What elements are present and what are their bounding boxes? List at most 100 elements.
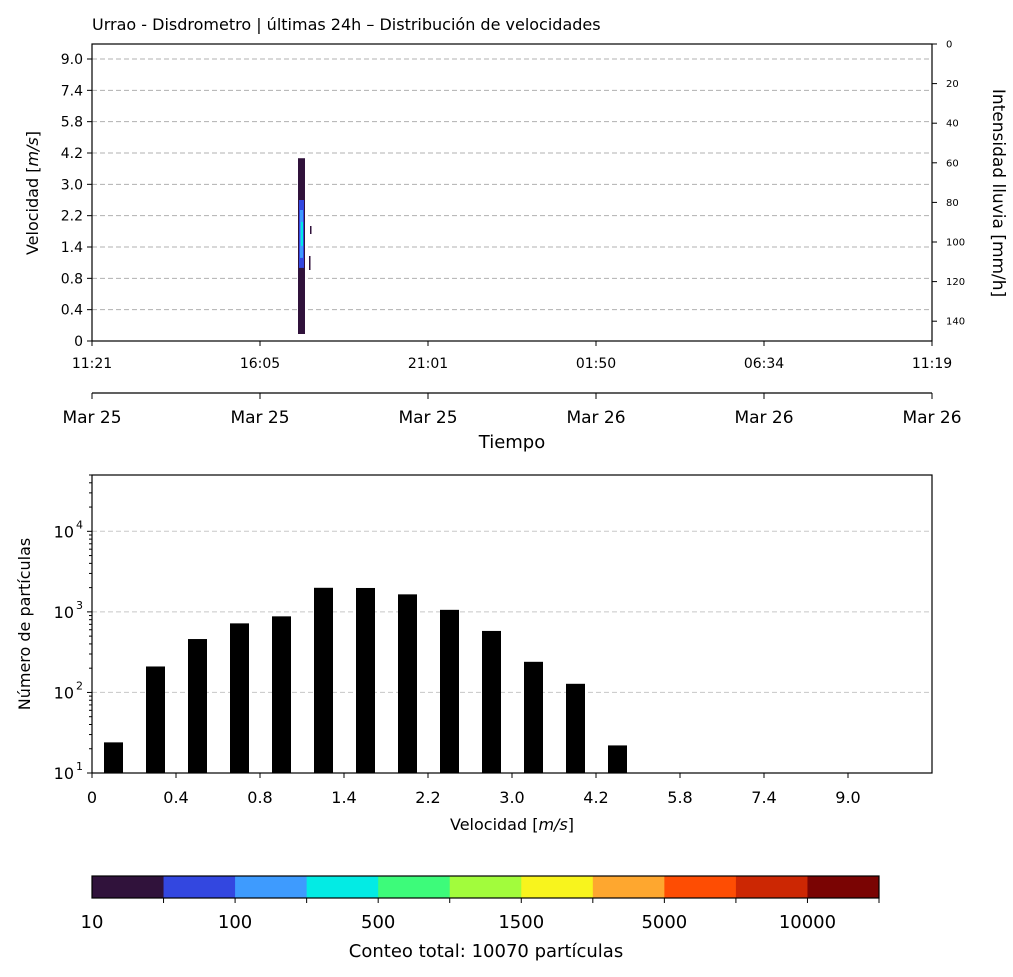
histogram-bar (608, 745, 627, 773)
velocity-axis-ticks: 0 0.4 0.8 1.4 2.2 3.0 4.2 5.8 7.4 9.0 (61, 52, 92, 350)
rain-intensity-tick-label: 120 (946, 277, 965, 288)
velocity-tick-label: 9.0 (61, 52, 83, 68)
velocity-bin-tick-label: 0 (87, 788, 97, 807)
colorbar-cell (593, 876, 665, 898)
velocity-tick-label: 0 (74, 334, 83, 350)
rain-intensity-tick-label: 60 (946, 158, 959, 169)
rain-intensity-axis-ticks: 0 20 40 60 80 100 120 140 (932, 40, 965, 328)
velocity-tick-label: 1.4 (61, 240, 83, 256)
colorbar-cell (521, 876, 593, 898)
time-tick-label: 06:34 (744, 356, 784, 372)
colorbar-cell (807, 876, 879, 898)
histogram-plot-frame (92, 475, 932, 773)
histogram-bar (524, 662, 543, 773)
colorbar-cell (450, 876, 522, 898)
time-tick-label: 01:50 (576, 356, 616, 372)
particle-count-axis-label: Número de partículas (15, 538, 34, 711)
histogram-bar (146, 666, 165, 773)
velocity-tick-label: 4.2 (61, 146, 83, 162)
colorbar-cell (378, 876, 450, 898)
particle-count-tick-label: 10 (54, 764, 74, 783)
colorbar-cell (92, 876, 164, 898)
particle-count-tick-exponent: 1 (76, 760, 83, 773)
time-tick-label: 11:19 (912, 356, 952, 372)
date-tick-label: Mar 25 (398, 408, 457, 428)
histogram-bar (230, 623, 249, 773)
velocity-bin-tick-label: 9.0 (835, 788, 860, 807)
velocity-tick-label: 3.0 (61, 177, 83, 193)
velocity-tick-label: 5.8 (61, 115, 83, 131)
velocity-tick-label: 0.4 (61, 303, 83, 319)
velocity-bin-tick-label: 0.4 (163, 788, 188, 807)
histogram-bar (440, 610, 459, 773)
time-tick-label: 16:05 (240, 356, 280, 372)
count-colorbar: 10 100 500 1500 5000 10000 Conteo total: 1007… (81, 876, 880, 962)
particle-count-tick-exponent: 2 (76, 679, 83, 692)
histogram-bar (356, 588, 375, 773)
date-tick-label: Mar 26 (566, 408, 625, 428)
velocity-bin-tick-label: 7.4 (751, 788, 776, 807)
colorbar-tick-label: 500 (361, 912, 395, 933)
histogram-bar (314, 588, 333, 773)
time-axis-ticks: 11:21 16:05 21:01 01:50 06:34 11:19 (72, 341, 952, 372)
particle-count-tick-exponent: 3 (76, 599, 83, 612)
chart-title: Urrao - Disdrometro | últimas 24h – Dist… (92, 15, 601, 34)
particle-count-tick-exponent: 4 (76, 518, 83, 531)
velocity-tick-label: 0.8 (61, 271, 83, 287)
particle-count-tick-label: 10 (54, 522, 74, 541)
rain-intensity-tick-label: 80 (946, 198, 959, 209)
time-tick-label: 21:01 (408, 356, 448, 372)
histogram-bar (566, 684, 585, 773)
rain-intensity-tick-label: 140 (946, 317, 965, 328)
rain-intensity-tick-label: 100 (946, 238, 965, 249)
velocity-bins-axis-ticks: 0 0.4 0.8 1.4 2.2 3.0 4.2 5.8 7.4 9.0 (87, 773, 861, 807)
colorbar-tick-label: 10000 (779, 912, 836, 933)
event-cell-scatter (309, 256, 311, 270)
colorbar-cell (307, 876, 379, 898)
event-cell-scatter (310, 226, 312, 234)
heatmap-plot-frame (92, 44, 932, 341)
date-tick-label: Mar 26 (902, 408, 961, 428)
colorbar-tick-label: 1500 (498, 912, 544, 933)
histogram-bar (398, 594, 417, 773)
histogram-velocity-axis-label: Velocidad [m/s] (450, 815, 574, 834)
velocity-tick-label: 2.2 (61, 209, 83, 225)
velocity-bin-tick-label: 1.4 (331, 788, 356, 807)
velocity-axis-label: Velocidad [m/s] (23, 131, 42, 255)
velocity-bin-tick-label: 3.0 (499, 788, 524, 807)
colorbar-tick-label: 10 (81, 912, 104, 933)
colorbar-tick-label: 5000 (641, 912, 687, 933)
rain-intensity-tick-label: 0 (946, 40, 952, 51)
colorbar-cell (164, 876, 236, 898)
colorbar-cell (235, 876, 307, 898)
velocity-heatmap-chart: Urrao - Disdrometro | últimas 24h – Dist… (23, 15, 1008, 453)
date-axis-ticks: Mar 25 Mar 25 Mar 25 Mar 26 Mar 26 Mar 26 (62, 393, 961, 428)
rain-intensity-tick-label: 40 (946, 119, 959, 130)
histogram-bar (482, 631, 501, 773)
velocity-bin-tick-label: 0.8 (247, 788, 272, 807)
time-axis-label: Tiempo (478, 432, 546, 453)
histogram-bars (104, 588, 627, 773)
rain-intensity-axis-label: Intensidad lluvia [mm/h] (988, 89, 1008, 297)
colorbar-label: Conteo total: 10070 partículas (349, 941, 623, 962)
histogram-bar (188, 639, 207, 773)
event-cell-peak (301, 222, 303, 246)
colorbar-cell (664, 876, 736, 898)
colorbar-ticks: 10 100 500 1500 5000 10000 (81, 898, 879, 933)
date-tick-label: Mar 26 (734, 408, 793, 428)
velocity-tick-label: 7.4 (61, 83, 83, 99)
particle-count-tick-label: 10 (54, 683, 74, 702)
colorbar-tick-label: 100 (218, 912, 252, 933)
velocity-bin-tick-label: 2.2 (415, 788, 440, 807)
histogram-bar (272, 616, 291, 773)
heatmap-gridlines (92, 59, 932, 310)
histogram-gridlines (92, 531, 932, 692)
colorbar-cell (736, 876, 808, 898)
time-tick-label: 11:21 (72, 356, 112, 372)
velocity-bin-tick-label: 4.2 (583, 788, 608, 807)
date-tick-label: Mar 25 (230, 408, 289, 428)
colorbar-cells (92, 876, 880, 898)
